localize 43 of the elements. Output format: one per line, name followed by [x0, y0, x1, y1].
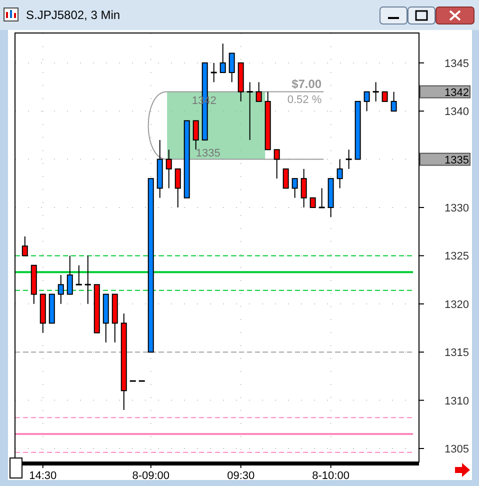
- candlestick: [345, 149, 353, 170]
- candlestick: [220, 43, 226, 74]
- candlestick: [246, 82, 254, 141]
- candlestick: [228, 52, 235, 83]
- candlestick: [390, 91, 397, 112]
- candlestick: [174, 168, 181, 208]
- candlestick: [300, 168, 307, 208]
- candlestick: [336, 158, 343, 189]
- candlestick: [274, 149, 280, 180]
- x-tick-label: 09:30: [227, 470, 255, 482]
- annotation: 0.52 %: [287, 94, 322, 106]
- y-tick-label: 1310: [444, 395, 469, 408]
- x-tick-label: 14:30: [29, 470, 57, 482]
- chart-title: S.JPJ5802, 3 Min: [26, 8, 120, 22]
- y-tick-label: 1315: [444, 347, 469, 360]
- annotation: 1335: [196, 147, 220, 160]
- y-tick-label: 1340: [444, 106, 469, 118]
- candlestick: [75, 264, 83, 286]
- candlestick: [364, 91, 370, 112]
- candlestick: [22, 236, 28, 256]
- candlestick: [372, 82, 380, 102]
- candlestick: [256, 82, 262, 102]
- x-tick-label: 8-09:00: [132, 470, 170, 482]
- candlestick: [58, 274, 64, 304]
- x-tick-label: 8-10:00: [312, 470, 350, 482]
- candlestick: [292, 178, 298, 198]
- candlestick: [282, 168, 289, 189]
- y-tick-label: 1345: [444, 58, 469, 70]
- candlestick: [66, 255, 73, 295]
- candlestick: [318, 188, 326, 208]
- y-tick-label: 1325: [444, 250, 469, 263]
- text: 1342: [444, 86, 469, 99]
- y-tick-label: 1330: [444, 202, 469, 214]
- candlestick: [382, 91, 388, 102]
- annotation: $7.00: [292, 76, 322, 91]
- candlestick: [166, 149, 172, 189]
- candlestick: [310, 197, 316, 208]
- candlestick: [84, 255, 92, 304]
- candlestick: [210, 62, 218, 83]
- candlestick: [192, 120, 199, 150]
- y-tick-label: 1335: [444, 154, 469, 166]
- y-tick-label: 1320: [444, 298, 469, 311]
- y-tick-label: 1305: [444, 444, 469, 456]
